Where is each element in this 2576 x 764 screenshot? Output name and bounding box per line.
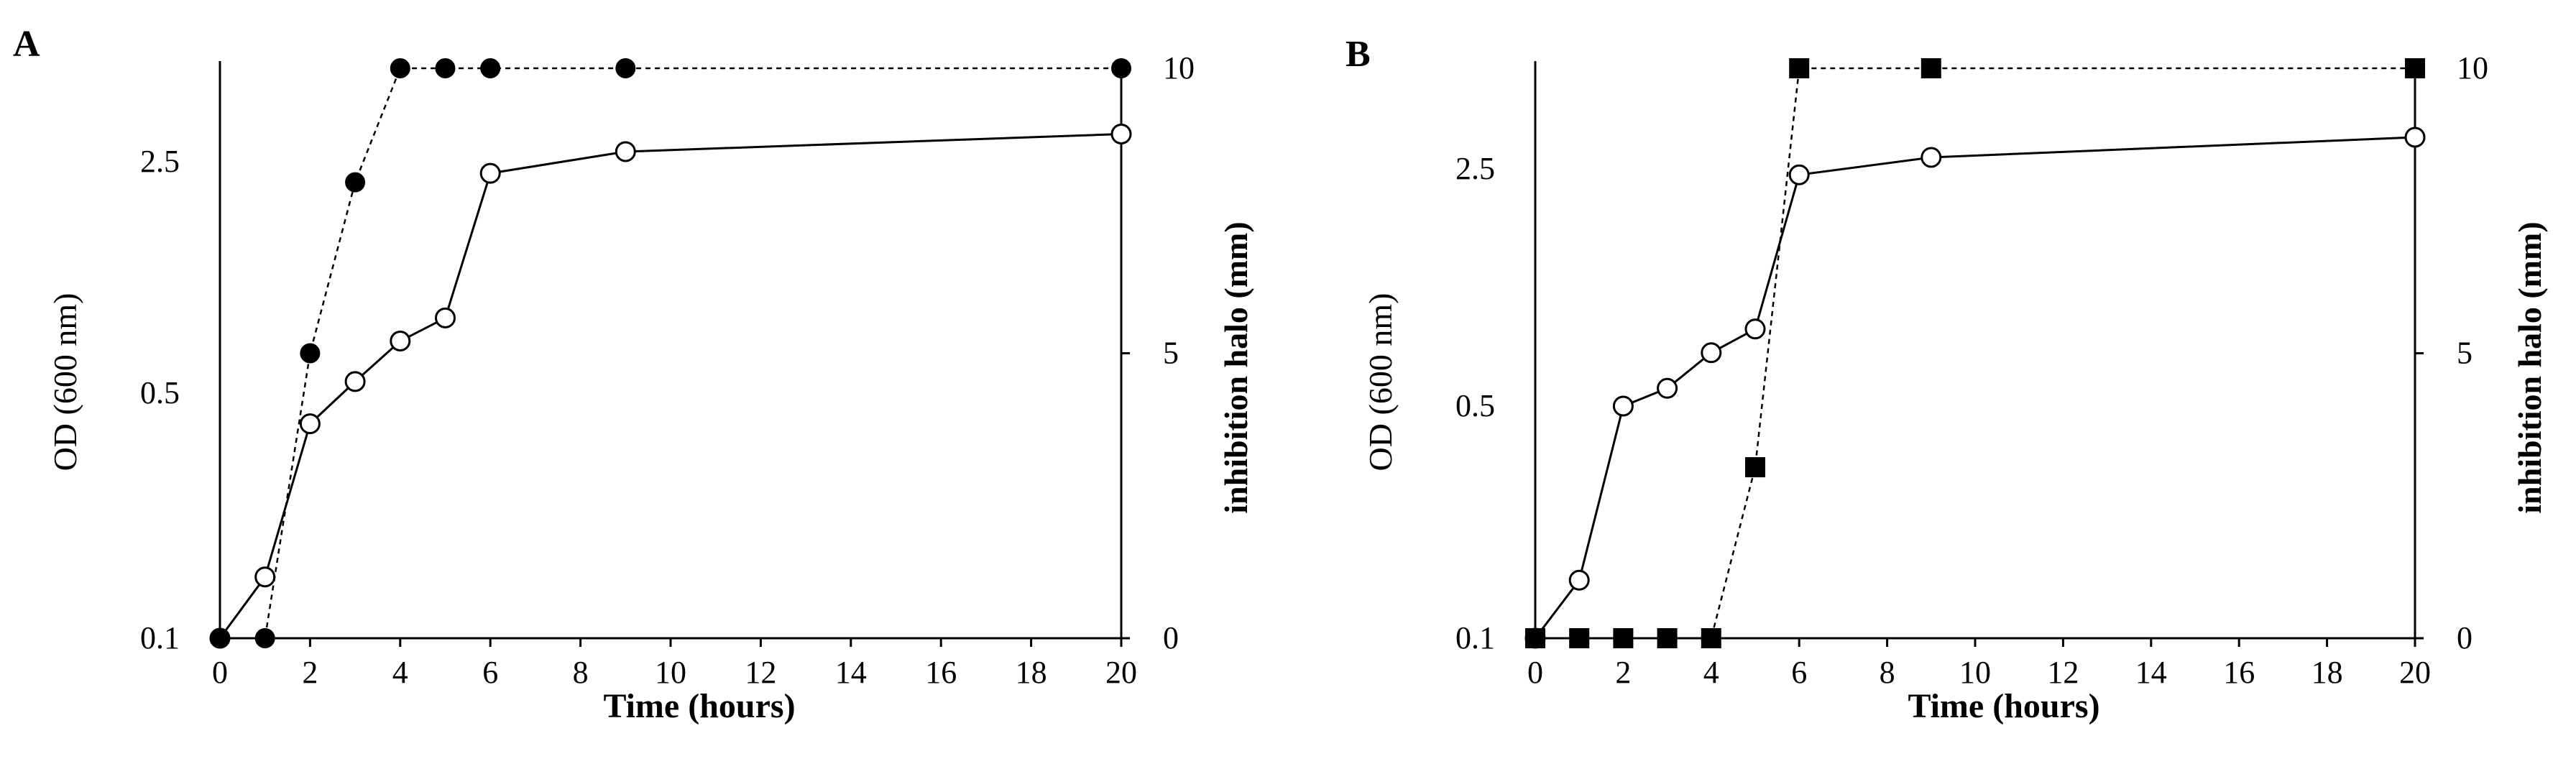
data-point-open-circle bbox=[390, 331, 411, 352]
x-tick-label: 18 bbox=[2312, 655, 2343, 690]
data-point-open-circle bbox=[479, 162, 501, 184]
data-point-square bbox=[1569, 628, 1590, 648]
data-point-open-circle bbox=[2404, 126, 2426, 148]
y-right-tick-label: 0 bbox=[2457, 620, 2472, 655]
x-tick-label: 10 bbox=[1959, 655, 1991, 690]
data-point-open-circle bbox=[1657, 377, 1678, 399]
y-left-axis-title: OD (600 nm) bbox=[47, 293, 83, 471]
y-left-axis-title: OD (600 nm) bbox=[1362, 293, 1399, 471]
x-tick-label: 12 bbox=[2047, 655, 2079, 690]
x-tick-label: 16 bbox=[925, 655, 957, 690]
x-tick-label: 6 bbox=[482, 655, 498, 690]
data-point-open-circle bbox=[299, 413, 321, 435]
x-tick-label: 14 bbox=[2135, 655, 2167, 690]
y-left-tick-label: 0.1 bbox=[140, 620, 180, 655]
data-point-open-circle bbox=[344, 371, 366, 392]
y-right-tick-label: 10 bbox=[1163, 50, 1195, 86]
data-point-square bbox=[1701, 628, 1721, 648]
x-tick-label: 20 bbox=[2399, 655, 2431, 690]
data-point-square bbox=[1525, 628, 1545, 648]
x-axis-title: Time (hours) bbox=[603, 687, 795, 725]
data-point-open-circle bbox=[1110, 124, 1132, 144]
x-tick-label: 0 bbox=[212, 655, 228, 690]
x-axis-title: Time (hours) bbox=[1908, 687, 2099, 725]
data-point-filled-circle bbox=[435, 58, 456, 78]
y-left-tick-label: 2.5 bbox=[140, 144, 180, 179]
series-line-1 bbox=[1535, 67, 2415, 640]
data-point-filled-circle bbox=[254, 628, 275, 648]
data-point-square bbox=[1920, 58, 1941, 78]
data-point-open-circle bbox=[1612, 395, 1634, 417]
y-left-tick-label: 0.5 bbox=[140, 375, 180, 410]
data-point-open-circle bbox=[1920, 147, 1942, 168]
x-tick-label: 12 bbox=[745, 655, 776, 690]
data-point-square bbox=[2405, 58, 2425, 78]
y-right-tick-label: 5 bbox=[2457, 336, 2472, 371]
x-tick-label: 20 bbox=[1105, 655, 1137, 690]
y-left-tick-label: 0.1 bbox=[1455, 620, 1495, 655]
y-left-tick-label: 0.5 bbox=[1455, 388, 1495, 423]
x-tick-label: 2 bbox=[1615, 655, 1631, 690]
data-point-filled-circle bbox=[390, 58, 410, 78]
data-point-square bbox=[1789, 58, 1810, 78]
data-point-square bbox=[1657, 628, 1678, 648]
y-right-tick-label: 0 bbox=[1163, 620, 1179, 655]
data-point-filled-circle bbox=[345, 172, 366, 193]
data-point-open-circle bbox=[615, 141, 636, 162]
data-point-open-circle bbox=[1788, 164, 1810, 185]
data-point-open-circle bbox=[1744, 318, 1766, 340]
x-tick-label: 8 bbox=[573, 655, 589, 690]
x-tick-label: 4 bbox=[1703, 655, 1719, 690]
x-tick-label: 0 bbox=[1527, 655, 1543, 690]
y-right-axis-title: inhibition halo (mm) bbox=[2511, 221, 2548, 513]
data-point-open-circle bbox=[254, 566, 276, 588]
panel-label: B bbox=[1346, 34, 1371, 75]
data-point-filled-circle bbox=[300, 343, 321, 364]
x-tick-label: 2 bbox=[302, 655, 318, 690]
data-point-open-circle bbox=[1701, 342, 1722, 364]
panel-label: A bbox=[13, 24, 40, 65]
data-point-filled-circle bbox=[1111, 58, 1131, 78]
data-point-open-circle bbox=[1568, 569, 1590, 591]
data-point-square bbox=[1745, 457, 1765, 478]
y-right-tick-label: 5 bbox=[1163, 336, 1179, 371]
data-point-square bbox=[1613, 628, 1634, 648]
y-right-tick-label: 10 bbox=[2457, 50, 2488, 86]
x-tick-label: 14 bbox=[835, 655, 867, 690]
x-tick-label: 6 bbox=[1791, 655, 1807, 690]
y-left-tick-label: 2.5 bbox=[1455, 151, 1495, 186]
x-tick-label: 18 bbox=[1016, 655, 1047, 690]
data-point-open-circle bbox=[435, 307, 456, 328]
x-tick-label: 8 bbox=[1880, 655, 1895, 690]
x-tick-label: 10 bbox=[655, 655, 686, 690]
x-tick-label: 16 bbox=[2223, 655, 2255, 690]
data-point-filled-circle bbox=[210, 628, 230, 648]
y-right-axis-title: inhibition halo (mm) bbox=[1218, 221, 1254, 513]
series-line-1 bbox=[220, 67, 1121, 640]
data-point-filled-circle bbox=[615, 58, 636, 78]
x-tick-label: 4 bbox=[392, 655, 408, 690]
data-point-filled-circle bbox=[480, 58, 501, 78]
